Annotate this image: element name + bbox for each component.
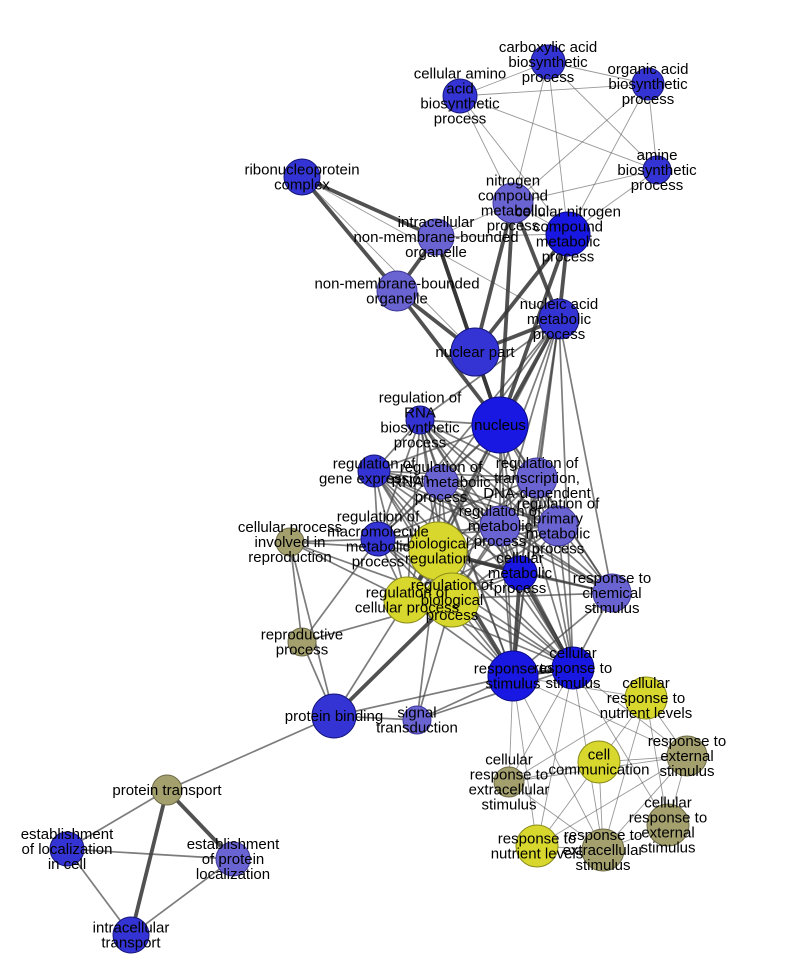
svg-text:process: process [276, 642, 329, 659]
svg-text:nutrient levels: nutrient levels [600, 705, 693, 722]
svg-text:stimulus: stimulus [640, 840, 695, 857]
svg-text:process: process [426, 607, 479, 624]
svg-text:regulation: regulation [405, 551, 471, 568]
svg-text:protein binding: protein binding [285, 708, 383, 725]
svg-text:complex: complex [274, 177, 330, 194]
svg-text:nuclear part: nuclear part [435, 344, 515, 361]
svg-text:process: process [522, 69, 575, 86]
svg-text:process: process [631, 177, 684, 194]
svg-text:in cell: in cell [48, 856, 86, 873]
svg-text:localization: localization [196, 866, 270, 883]
svg-text:process: process [474, 533, 527, 550]
svg-text:process: process [533, 326, 586, 343]
svg-text:reproduction: reproduction [248, 549, 331, 566]
svg-text:stimulus: stimulus [659, 763, 714, 780]
svg-text:stimulus: stimulus [485, 676, 540, 693]
svg-text:communication: communication [549, 762, 650, 779]
svg-text:process: process [542, 249, 595, 266]
svg-text:process: process [434, 111, 487, 128]
svg-text:stimulus: stimulus [481, 797, 536, 814]
svg-text:organelle: organelle [405, 244, 467, 261]
svg-text:stimulus: stimulus [545, 675, 600, 692]
svg-text:stimulus: stimulus [584, 600, 639, 617]
svg-text:process: process [394, 435, 447, 452]
svg-text:process: process [494, 580, 547, 597]
svg-text:protein transport: protein transport [112, 782, 222, 799]
svg-text:organelle: organelle [366, 291, 428, 308]
svg-text:process: process [622, 91, 675, 108]
svg-text:stimulus: stimulus [575, 857, 630, 874]
svg-text:transport: transport [101, 935, 161, 952]
svg-text:transduction: transduction [376, 720, 458, 737]
svg-text:process: process [352, 554, 405, 571]
svg-text:nucleus: nucleus [474, 417, 526, 434]
